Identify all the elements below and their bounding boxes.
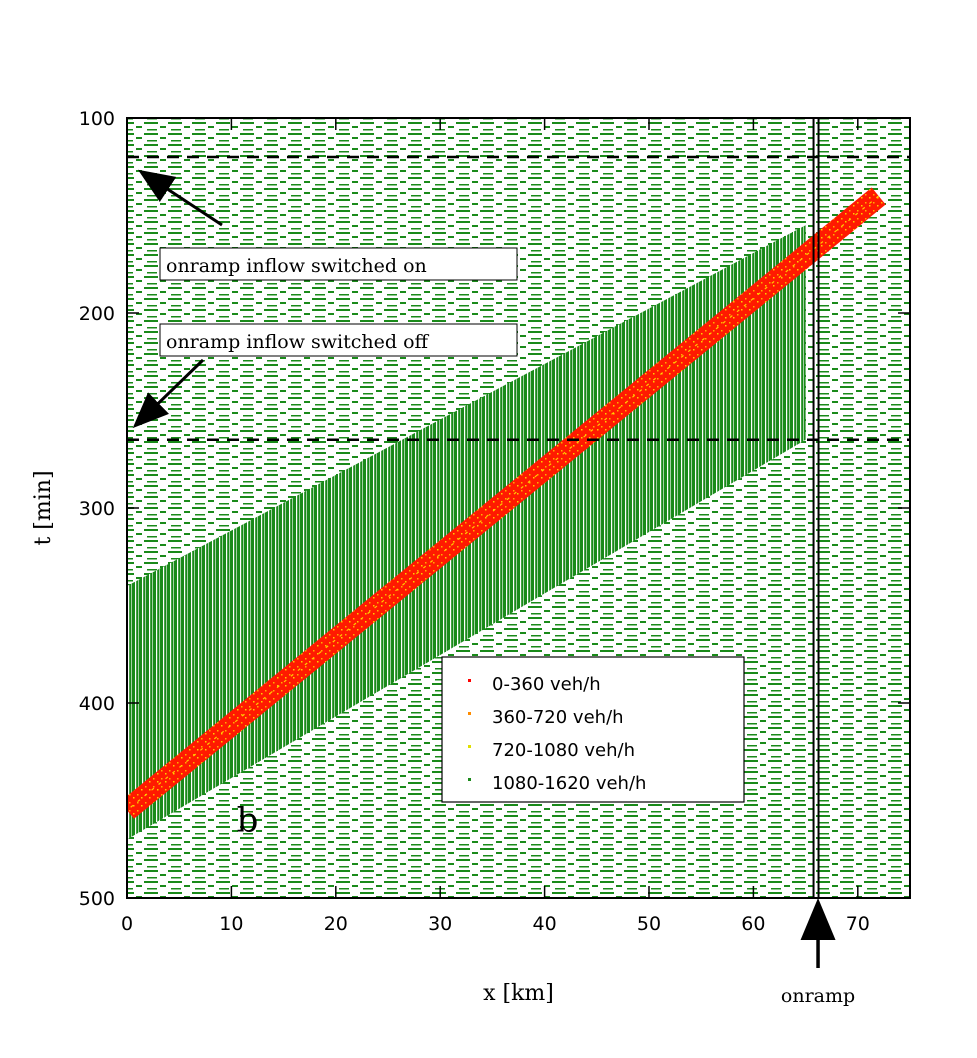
annotation-off-text: onramp inflow switched off <box>166 331 430 353</box>
y-tick-label-200: 200 <box>79 303 115 325</box>
legend-swatch-4 <box>468 778 471 781</box>
y-axis-title: t [min] <box>31 470 56 545</box>
y-tick-label-500: 500 <box>79 888 115 910</box>
panel-label: b <box>237 801 259 841</box>
annotation-on-arrow <box>137 169 223 227</box>
x-tick-label-60: 60 <box>741 913 765 935</box>
x-tick-label-20: 20 <box>324 913 348 935</box>
annotation-off-arrow <box>132 358 205 429</box>
legend-label-4: 1080-1620 veh/h <box>492 773 646 794</box>
legend-swatch-3 <box>468 745 471 748</box>
x-tick-label-40: 40 <box>533 913 557 935</box>
legend-label-2: 360-720 veh/h <box>492 707 624 728</box>
annotation-box-off <box>159 323 518 357</box>
y-tick-label-100: 100 <box>79 108 115 130</box>
legend-label-1: 0-360 veh/h <box>492 674 601 695</box>
legend-swatch-1 <box>468 679 471 682</box>
legend-label-3: 720-1080 veh/h <box>492 740 635 761</box>
x-axis-title: x [km] <box>483 981 554 1006</box>
x-tick-label-70: 70 <box>846 913 870 935</box>
x-tick-label-0: 0 <box>121 913 133 935</box>
annotation-box-on <box>159 247 518 281</box>
y-tick-label-400: 400 <box>79 693 115 715</box>
onramp-label: onramp <box>781 985 855 1007</box>
x-tick-label-50: 50 <box>637 913 661 935</box>
legend-swatch-2 <box>468 712 471 715</box>
x-tick-label-30: 30 <box>428 913 452 935</box>
x-tick-label-10: 10 <box>219 913 243 935</box>
annotation-on-text: onramp inflow switched on <box>166 255 427 277</box>
legend-box <box>441 656 745 803</box>
y-tick-label-300: 300 <box>79 498 115 520</box>
